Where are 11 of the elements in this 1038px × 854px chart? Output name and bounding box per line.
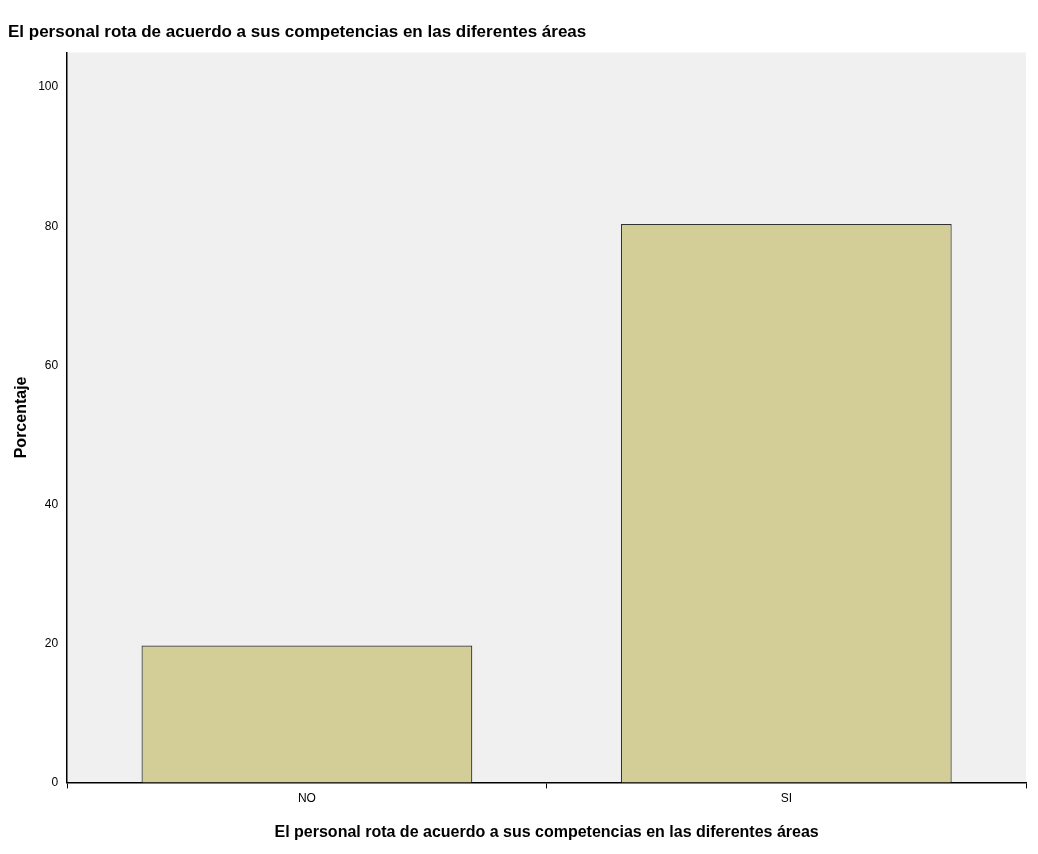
y-tick-label: 80 [44, 218, 59, 233]
x-tick-label: SI [780, 790, 792, 805]
y-tick-label: 20 [44, 635, 59, 650]
y-tick-label: 60 [44, 357, 59, 372]
x-tick-label: NO [297, 790, 316, 805]
chart-title: El personal rota de acuerdo a sus competencias en las diferentes áreas [8, 21, 587, 41]
x-axis-title: El personal rota de acuerdo a sus competencias en las diferentes áreas [274, 822, 819, 840]
y-tick-label: 100 [38, 79, 59, 94]
y-axis-title: Porcentaje [12, 376, 30, 459]
y-tick-label: 0 [51, 774, 59, 789]
y-tick-label: 40 [44, 496, 59, 511]
